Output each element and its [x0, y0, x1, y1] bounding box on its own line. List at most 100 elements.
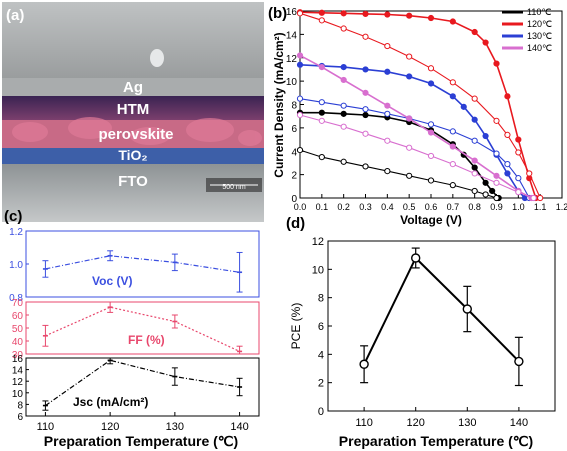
jv-point: [362, 130, 369, 137]
panel-c-xtick-label: 120: [101, 421, 119, 433]
jv-point: [471, 187, 478, 195]
jv-point: [406, 12, 413, 19]
panel-c-label: (c): [4, 208, 22, 225]
panel-b-xtick-label: 1.1: [534, 202, 547, 212]
panel-b-label: (b): [268, 5, 287, 22]
jv-point: [362, 10, 369, 18]
panel-d-xtick-label: 120: [407, 417, 425, 429]
jv-point: [318, 17, 325, 24]
panel-c-xtick-label: 110: [37, 421, 55, 433]
panel-d: (d) 0 2 4 6 8 10 12 110 120 130 140 PCE (%) Prepar…: [286, 215, 556, 449]
panel-c-ytick-label: 60: [12, 311, 24, 322]
jv-curve: [299, 64, 526, 199]
panel-c-line: [45, 255, 240, 273]
jv-point: [384, 42, 391, 50]
panel-d-ytick-label: 10: [312, 264, 324, 276]
panel-d-ytick-label: 8: [318, 293, 324, 305]
jv-point: [384, 11, 391, 18]
jv-point: [340, 102, 347, 109]
jv-point: [489, 187, 496, 195]
jv-point: [340, 64, 347, 71]
voc-label: Voc (V): [92, 274, 132, 288]
jv-point: [515, 149, 522, 156]
panel-a-label: (a): [6, 7, 24, 24]
panel-b-ytick-label: 12: [286, 54, 298, 65]
jv-point: [460, 103, 467, 110]
jv-point: [384, 110, 391, 117]
panel-b-xtick-label: 0.5: [403, 202, 416, 212]
jv-point: [296, 111, 304, 119]
jv-point: [296, 61, 304, 68]
panel-d-xtick-label: 130: [458, 417, 476, 429]
panel-b-legend: 110℃ 120℃ 130℃ 140℃: [502, 7, 552, 53]
pce-point: [514, 356, 524, 367]
panel-b-xtick-label: 0.0: [294, 202, 307, 212]
legend-label-110: 110℃: [527, 7, 551, 17]
jv-point: [427, 80, 435, 87]
jv-point: [449, 128, 456, 135]
jv-point: [537, 194, 544, 202]
jv-point: [362, 89, 369, 96]
panel-d-xtick-label: 110: [355, 417, 373, 429]
panel-b-xtick-label: 1.2: [556, 202, 567, 212]
fto-layer: [2, 164, 264, 222]
panel-b-ytick-label: 0: [291, 194, 297, 205]
jv-curve: [300, 111, 500, 199]
jv-point: [471, 164, 478, 171]
panel-c-xtick-label: 140: [230, 421, 248, 433]
jv-point: [471, 157, 478, 164]
panel-c-ytick-label: 30: [12, 350, 24, 361]
scale-bar: 500 nm: [206, 178, 262, 192]
jv-point: [427, 65, 435, 72]
pce-point: [359, 359, 369, 369]
panel-b-xlabel: Voltage (V): [400, 213, 462, 227]
jv-point: [362, 33, 369, 40]
layer-label-htm: HTM: [117, 101, 150, 118]
panel-d-plot: [359, 247, 524, 387]
jv-point: [362, 111, 369, 119]
jv-point: [482, 191, 489, 198]
jv-point: [449, 143, 456, 150]
jv-point: [471, 137, 478, 144]
jv-point: [427, 121, 435, 128]
jv-point: [493, 172, 500, 179]
jv-point: [493, 117, 500, 124]
jv-point: [482, 39, 489, 46]
jv-point: [406, 115, 413, 122]
jv-point: [449, 182, 456, 189]
jv-point: [340, 76, 347, 84]
jv-point: [493, 150, 500, 157]
jv-point: [384, 137, 391, 144]
jv-point: [384, 168, 391, 175]
panel-c-line: [45, 359, 240, 407]
jv-point: [340, 10, 347, 17]
panel-b-xtick-label: 0.8: [468, 202, 481, 212]
jv-point: [526, 170, 533, 177]
jv-point: [504, 131, 511, 138]
panel-b-ytick-label: 2: [291, 171, 297, 182]
panel-d-xtick-label: 140: [510, 417, 528, 429]
jv-point: [515, 189, 522, 196]
jv-point: [296, 146, 304, 154]
scale-bar-text: 500 nm: [222, 184, 246, 191]
jv-point: [406, 144, 413, 151]
panel-c-line: [45, 306, 240, 352]
panel-b-ytick-label: 8: [291, 101, 297, 112]
jv-point: [340, 25, 347, 32]
panel-b-xtick-label: 0.3: [359, 202, 372, 212]
panel-b-series: [296, 9, 544, 202]
jv-point: [427, 14, 435, 22]
panel-c-ytick-label: 70: [12, 298, 24, 309]
perovskite-grains: [12, 117, 262, 146]
panel-b-xtick-label: 0.6: [425, 202, 438, 212]
panel-c-ytick-label: 1.0: [9, 260, 23, 271]
jv-point: [449, 79, 456, 86]
ff-label: FF (%): [128, 333, 165, 347]
jv-point: [493, 194, 500, 202]
jv-point: [340, 158, 347, 165]
legend-label-140: 140℃: [527, 43, 552, 53]
jv-point: [449, 93, 456, 100]
layer-label-perovskite: perovskite: [98, 126, 173, 143]
panel-d-axes: 0 2 4 6 8 10 12 110 120 130 140: [312, 236, 528, 429]
